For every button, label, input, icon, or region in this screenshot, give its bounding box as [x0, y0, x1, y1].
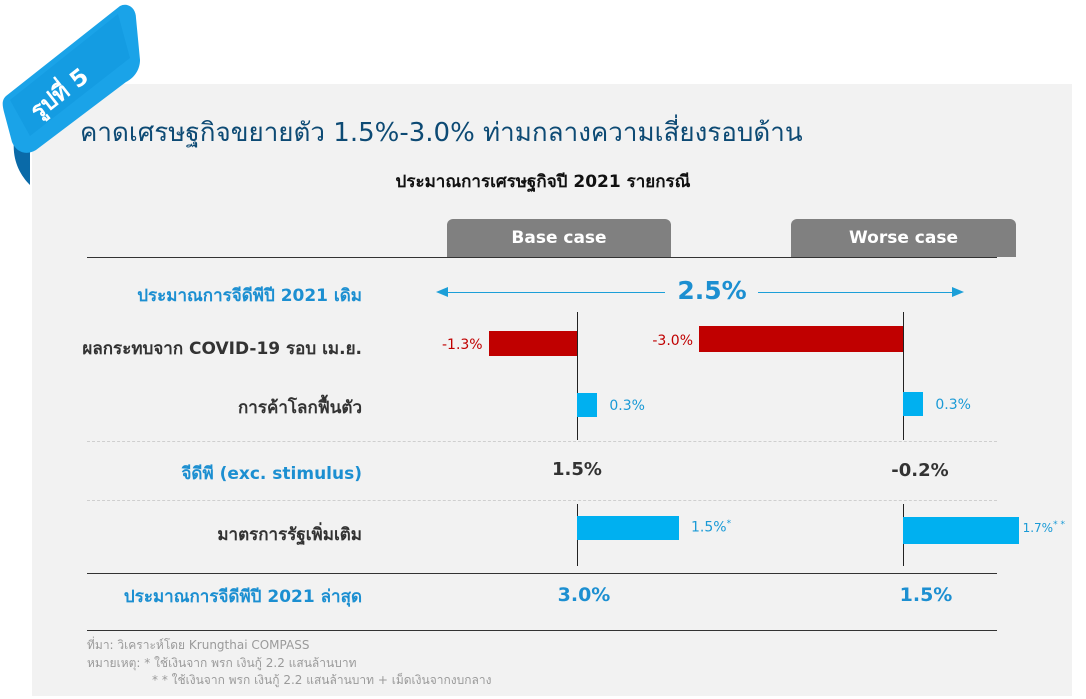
footnote-2: * * ใช้เงินจาก พรก เงินกู้ 2.2 แสนล้านบา…: [152, 673, 492, 687]
label-trade-base: 0.3%: [609, 398, 645, 414]
label-covid-base: -1.3%: [441, 337, 483, 353]
page-title: คาดเศรษฐกิจขยายตัว 1.5%-3.0% ท่ามกลางควา…: [80, 118, 803, 148]
label-stimulus-base-value: 1.5%: [691, 519, 727, 536]
bar-covid-worse: [699, 326, 903, 352]
label-trade-worse: 0.3%: [935, 397, 971, 413]
divider-1: [87, 441, 997, 442]
label-covid-worse: -3.0%: [652, 333, 693, 349]
footnote-1: หมายเหตุ: * ใช้เงินจาก พรก เงินกู้ 2.2 แ…: [87, 656, 357, 670]
bar-covid-base: [488, 331, 577, 356]
row-label-covid-impact: ผลกระทบจาก COVID-19 รอบ เม.ย.: [82, 339, 362, 359]
latest-forecast-worse: 1.5%: [899, 584, 953, 606]
label-stimulus-worse: 1.7%* *: [1023, 520, 1065, 535]
content-panel: [32, 84, 1072, 696]
bar-trade-base: [577, 393, 598, 417]
header-rule: [87, 257, 997, 258]
scenario-header-base: Base case: [447, 219, 671, 257]
bar-trade-worse: [903, 392, 924, 416]
latest-forecast-base: 3.0%: [557, 584, 611, 606]
bar-stimulus-base: [577, 516, 679, 540]
arrow-left-icon: [436, 287, 448, 297]
base-axis-top: [577, 312, 578, 440]
label-stimulus-base-marker: *: [726, 519, 732, 529]
label-stimulus-worse-value: 1.7%: [1022, 521, 1054, 535]
gdp-ex-stimulus-base: 1.5%: [552, 459, 602, 480]
arrow-line-left: [445, 292, 665, 293]
row-label-stimulus: มาตรการรัฐเพิ่มเติม: [217, 525, 362, 545]
row-label-latest-forecast: ประมาณการจีดีพีปี 2021 ล่าสุด: [123, 587, 362, 607]
original-forecast-value: 2.5%: [677, 276, 747, 305]
divider-2: [87, 500, 997, 501]
chart-title: ประมาณการเศรษฐกิจปี 2021 รายกรณี: [395, 172, 691, 192]
bar-stimulus-worse: [903, 517, 1019, 544]
arrow-line-right: [758, 292, 958, 293]
label-stimulus-base: 1.5%*: [691, 519, 731, 536]
worse-axis-top: [903, 312, 904, 440]
gdp-ex-stimulus-worse: -0.2%: [891, 460, 949, 481]
figure-ribbon: รูปที่ 5: [2, 4, 140, 185]
arrow-right-icon: [952, 287, 964, 297]
row-label-trade-recovery: การค้าโลกฟื้นตัว: [238, 398, 362, 418]
label-stimulus-worse-marker: * *: [1053, 520, 1065, 530]
row-label-original-forecast: ประมาณการจีดีพีปี 2021 เดิม: [137, 286, 362, 306]
row-label-gdp-ex-stimulus: จีดีพี (exc. stimulus): [181, 464, 362, 484]
scenario-header-worse: Worse case: [791, 219, 1016, 257]
source-note: ที่มา: วิเคราะห์โดย Krungthai COMPASS: [87, 638, 310, 652]
summary-rule-bottom: [87, 630, 997, 631]
summary-rule-top: [87, 573, 997, 574]
